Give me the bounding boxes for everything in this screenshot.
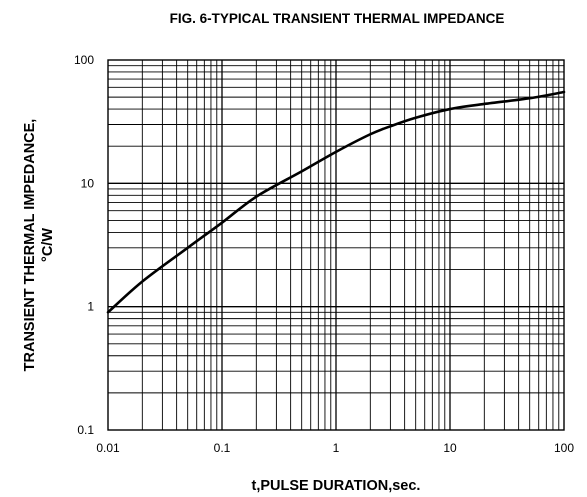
plot-area	[106, 59, 566, 431]
x-tick-label: 10	[443, 441, 457, 455]
x-tick-label: 0.01	[96, 441, 120, 455]
y-tick-label: 100	[74, 53, 94, 67]
y-tick-label: 10	[81, 176, 95, 190]
x-tick-labels: 0.01 0.1 1 10 100	[96, 441, 574, 455]
y-tick-label: 1	[87, 300, 94, 314]
y-tick-labels: 0.1 1 10 100	[74, 53, 94, 437]
y-axis-label-line2: °C/W	[40, 228, 56, 262]
chart-title: FIG. 6-TYPICAL TRANSIENT THERMAL IMPEDAN…	[170, 11, 505, 26]
y-axis-label: TRANSIENT THERMAL IMPEDANCE, °C/W	[22, 119, 56, 372]
x-tick-label: 0.1	[214, 441, 231, 455]
impedance-curve	[106, 90, 566, 314]
y-axis-label-line1: TRANSIENT THERMAL IMPEDANCE,	[22, 119, 38, 372]
y-tick-label: 0.1	[77, 423, 94, 437]
grid	[108, 60, 564, 430]
x-tick-label: 100	[554, 441, 574, 455]
x-tick-label: 1	[333, 441, 340, 455]
x-axis-label: t,PULSE DURATION,sec.	[252, 478, 421, 494]
plot-frame	[107, 59, 565, 431]
